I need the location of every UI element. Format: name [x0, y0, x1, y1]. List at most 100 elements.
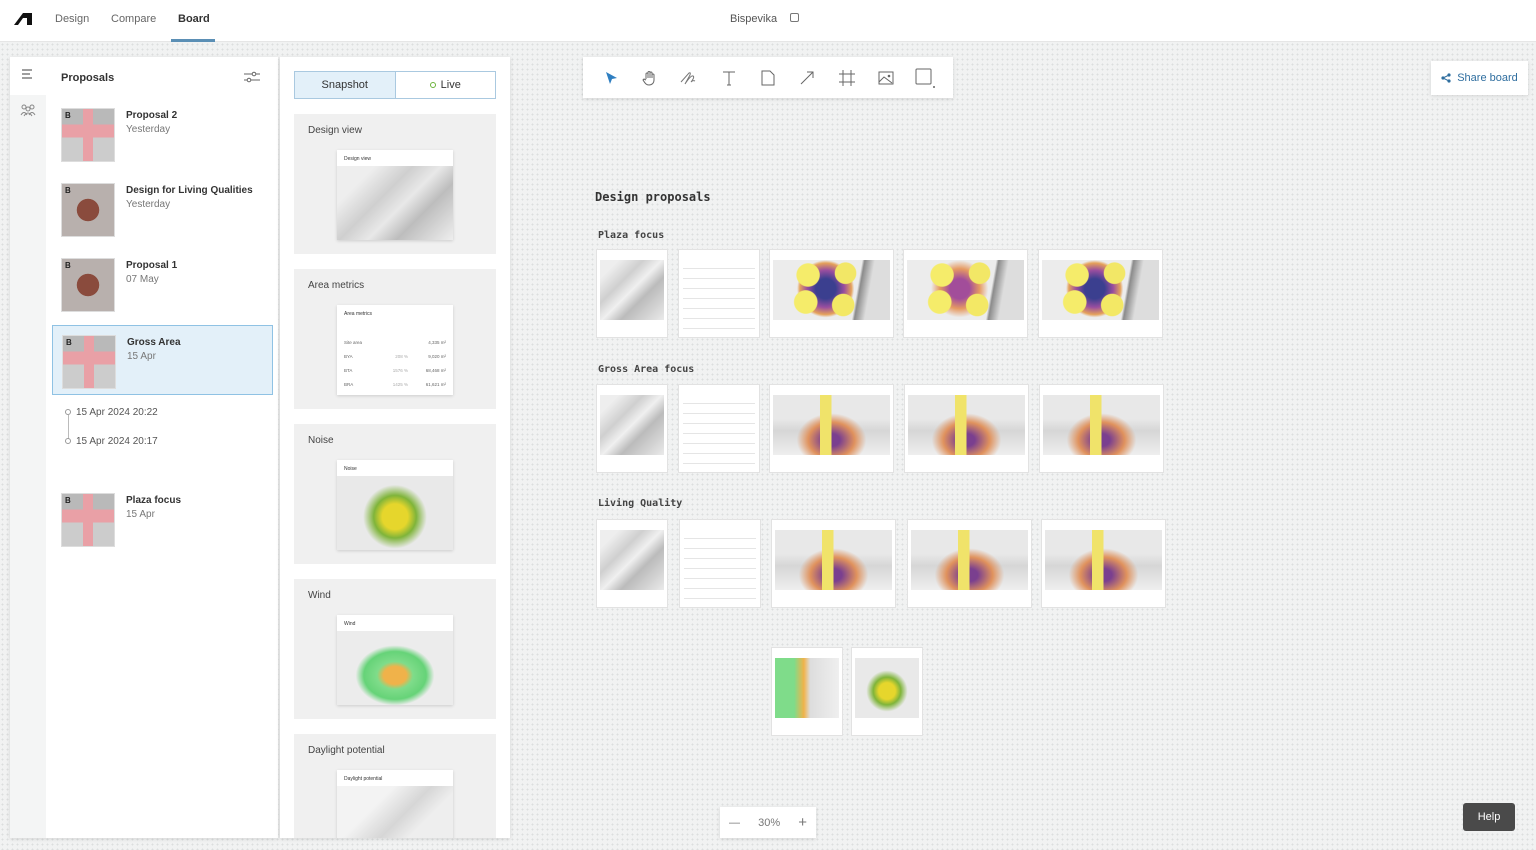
proposal-name: Gross Area [127, 337, 181, 348]
board-card-metrics[interactable] [679, 250, 759, 337]
snapshot-button[interactable]: Snapshot [295, 72, 396, 98]
tab-compare[interactable]: Compare [111, 13, 157, 25]
board-card-metrics[interactable] [680, 520, 760, 607]
proposal-thumbnail: B [62, 109, 114, 161]
board-card-sun[interactable] [770, 250, 893, 337]
filter-sliders-icon[interactable] [244, 71, 260, 83]
section-title[interactable]: Gross Area focus [598, 364, 695, 375]
tab-design[interactable]: Design [55, 13, 90, 25]
proposal-name: Plaza focus [126, 495, 182, 506]
live-status-dot [429, 82, 436, 88]
active-tab-indicator [171, 39, 215, 42]
proposal-item[interactable]: B Proposal 1 07 May [52, 249, 273, 319]
card-image [855, 658, 919, 718]
freehand-tool-icon[interactable] [678, 67, 700, 89]
proposal-name: Proposal 2 [126, 110, 178, 121]
section-title[interactable]: Living Quality [598, 498, 683, 509]
card-title: Area metrics [308, 280, 365, 291]
arrow-tool-icon[interactable] [796, 67, 818, 89]
board-card-sun[interactable] [1039, 250, 1162, 337]
snapshot-card-noise[interactable]: Noise Noise [294, 424, 496, 564]
card-image [600, 260, 664, 320]
card-preview: Daylight potential [337, 770, 453, 838]
board-card-metrics[interactable] [679, 385, 759, 472]
shape-tool-icon[interactable] [914, 67, 936, 89]
board-card-design[interactable] [597, 250, 667, 337]
metric-line [683, 278, 755, 279]
proposal-date: Yesterday [126, 124, 171, 135]
proposal-thumbnail: B [62, 184, 114, 236]
people-icon[interactable] [20, 103, 36, 117]
metric-row: Site area 4,335 m² [344, 339, 446, 345]
zoom-in-button[interactable]: + [798, 814, 807, 831]
text-tool-icon[interactable] [718, 67, 740, 89]
proposal-item[interactable]: B Plaza focus 15 Apr [52, 484, 273, 554]
card-image [1042, 260, 1159, 320]
board-card-sun3[interactable] [908, 520, 1031, 607]
proposal-date: Yesterday [126, 199, 171, 210]
snapshot-card-design-view[interactable]: Design view Design view [294, 114, 496, 254]
proposal-thumbnail: B [62, 494, 114, 546]
board-card-design[interactable] [597, 385, 667, 472]
proposal-date: 15 Apr [126, 509, 155, 520]
top-bar: Design Compare Board Bispevika [0, 0, 1536, 42]
zoom-level[interactable]: 30% [758, 816, 781, 829]
image-tool-icon[interactable] [875, 67, 897, 89]
document-title: Bispevika [730, 13, 778, 25]
live-label: Live [440, 79, 461, 91]
board-card-sun3[interactable] [770, 385, 893, 472]
sticky-note-icon[interactable] [757, 67, 779, 89]
section-title[interactable]: Plaza focus [598, 230, 665, 241]
metric-line [683, 328, 755, 329]
proposal-thumbnail: B [62, 259, 114, 311]
card-title: Design view [308, 125, 362, 136]
card-image [911, 530, 1028, 590]
mode-toggle: Snapshot Live [294, 71, 496, 99]
tab-board[interactable]: Board [178, 13, 210, 25]
history-dot [65, 409, 71, 415]
metric-line [684, 578, 756, 579]
menu-icon[interactable] [22, 69, 34, 79]
board-card-sun3[interactable] [905, 385, 1028, 472]
proposal-item[interactable]: B Design for Living Qualities Yesterday [52, 174, 273, 244]
proposal-item[interactable]: B Proposal 2 Yesterday [52, 99, 273, 169]
card-image [682, 260, 756, 320]
card-image [775, 530, 892, 590]
metric-line [683, 433, 755, 434]
help-button[interactable]: Help [1463, 803, 1515, 831]
metric-line [684, 548, 756, 549]
zoom-out-button[interactable]: — [729, 816, 741, 829]
board-card-design[interactable] [597, 520, 667, 607]
board-card-wind[interactable] [772, 648, 842, 735]
board-card-sun3[interactable] [772, 520, 895, 607]
select-tool-icon[interactable] [600, 67, 622, 89]
metric-row: BYA 208 % 9,020 m² [344, 353, 446, 359]
history-item[interactable]: 15 Apr 2024 20:17 [76, 436, 158, 447]
board-title[interactable]: Design proposals [595, 190, 711, 204]
board-card-sun3[interactable] [1042, 520, 1165, 607]
unlock-icon[interactable] [790, 13, 799, 22]
live-button[interactable]: Live [396, 72, 496, 98]
history-item[interactable]: 15 Apr 2024 20:22 [76, 407, 158, 418]
icon-rail [10, 57, 46, 838]
metric-line [684, 588, 756, 589]
card-image [773, 395, 890, 455]
board-card-noise[interactable] [852, 648, 922, 735]
frame-tool-icon[interactable] [836, 67, 858, 89]
history-dot [65, 438, 71, 444]
card-image [773, 260, 890, 320]
card-image [1043, 395, 1160, 455]
metric-line [683, 318, 755, 319]
snapshot-card-daylight[interactable]: Daylight potential Daylight potential [294, 734, 496, 838]
board-card-sun3[interactable] [1040, 385, 1163, 472]
snapshot-card-wind[interactable]: Wind Wind [294, 579, 496, 719]
proposal-item-selected[interactable]: B Gross Area 15 Apr [52, 325, 273, 395]
share-board-button[interactable]: Share board [1431, 61, 1528, 95]
board-card-sun2[interactable] [904, 250, 1027, 337]
drawing-toolbar [583, 57, 953, 98]
autodesk-logo[interactable] [14, 12, 32, 26]
snapshot-card-area-metrics[interactable]: Area metrics Area metrics Site area 4,335 … [294, 269, 496, 409]
card-image [600, 395, 664, 455]
metric-line [684, 558, 756, 559]
hand-tool-icon[interactable] [639, 67, 661, 89]
